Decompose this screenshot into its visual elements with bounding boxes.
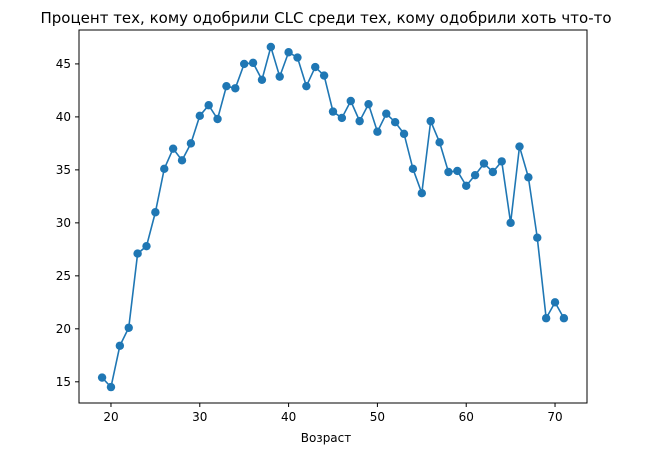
data-point [204,101,213,110]
data-point [506,218,515,228]
x-tick-label: 70 [547,410,562,424]
data-point [284,48,293,57]
data-point [444,167,453,177]
data-point [177,156,187,165]
data-point [364,99,373,109]
data-point [222,81,231,91]
data-point [373,127,382,136]
data-point [470,170,480,180]
data-point [160,164,169,174]
series-layer [97,42,569,392]
data-point [231,84,240,93]
chart-title: Процент тех, кому одобрили CLC среди тех… [40,9,611,27]
y-tick-label: 45 [56,57,71,71]
data-point [453,166,462,176]
x-axis: 20 30 40 50 60 70 [103,403,563,424]
plot-area [78,29,588,404]
data-point [213,114,222,124]
y-tick-label: 15 [56,375,71,389]
y-axis: 15 20 25 30 35 40 45 [56,57,79,389]
data-point [168,144,178,153]
y-tick-label: 35 [56,163,71,177]
x-tick-label: 60 [459,410,474,424]
data-point [497,157,506,166]
data-point [382,109,391,118]
x-tick-label: 40 [281,410,296,424]
x-tick-label: 20 [103,410,118,424]
data-point [328,107,338,116]
data-point [417,188,427,198]
data-point [550,298,560,307]
data-point [346,96,355,106]
data-point [275,72,284,81]
data-point [302,81,311,91]
data-point [142,241,151,251]
data-point [257,75,267,85]
x-tick-label: 30 [192,410,207,424]
y-tick-label: 40 [56,110,71,124]
data-point [186,139,196,148]
data-point [488,167,498,177]
data-point [97,373,107,382]
data-point [462,181,471,190]
data-point [541,314,551,323]
data-point [115,341,125,350]
data-point [248,58,258,68]
data-point [524,173,533,182]
y-tick-label: 25 [56,269,71,283]
data-point [479,159,489,168]
data-point [151,208,160,217]
data-point [106,382,116,392]
data-point [435,138,444,147]
data-point [124,323,133,332]
data-point [515,142,524,151]
data-point [399,129,409,139]
y-tick-label: 20 [56,322,71,336]
data-point [426,116,435,126]
data-point [266,42,276,52]
data-point [337,113,347,123]
data-point [319,71,329,80]
data-point [195,111,204,121]
x-tick-label: 50 [370,410,385,424]
data-point [533,233,542,242]
data-point [408,164,418,174]
data-point [355,116,364,126]
data-point [390,117,400,127]
data-point [133,249,142,258]
data-point [311,62,320,72]
data-point [293,53,302,62]
y-tick-label: 30 [56,216,71,230]
data-point [559,314,569,323]
data-point [239,59,249,69]
x-axis-label: Возраст [301,431,352,445]
series-line [101,44,565,389]
